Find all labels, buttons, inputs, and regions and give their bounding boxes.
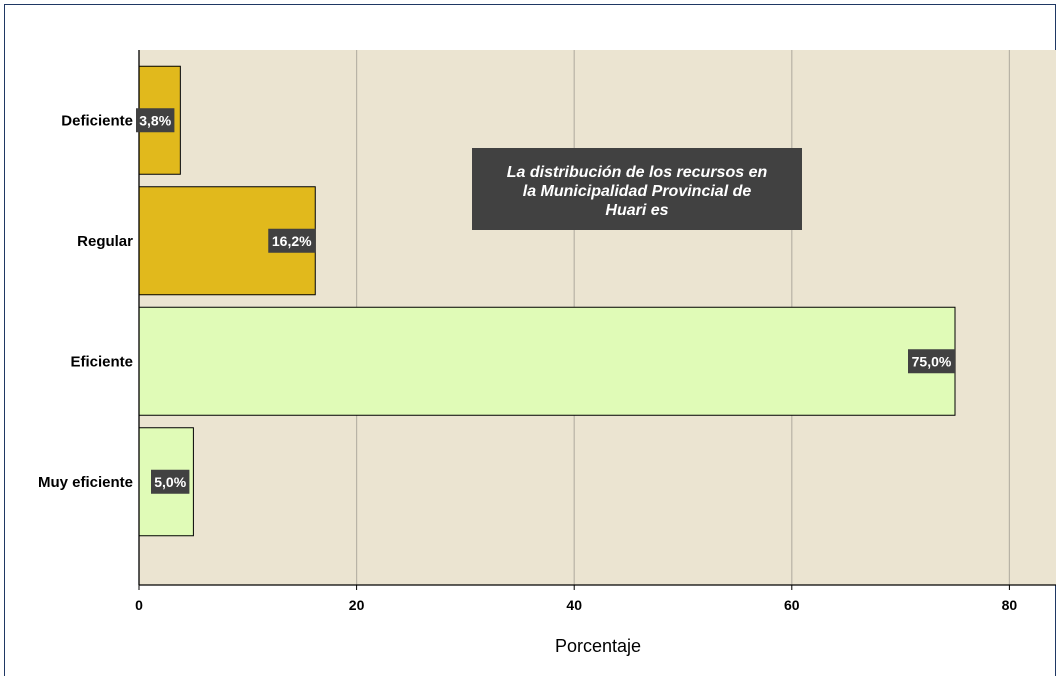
- category-label: Deficiente: [61, 112, 133, 129]
- chart-annotation: La distribución de los recursos en la Mu…: [472, 148, 802, 230]
- x-tick-label: 60: [784, 597, 800, 613]
- annotation-line-3: Huari es: [605, 202, 668, 219]
- category-label: Muy eficiente: [38, 474, 133, 491]
- axes: [138, 50, 1056, 586]
- value-label: 16,2%: [272, 233, 312, 249]
- value-label-box: [136, 108, 175, 133]
- annotation-box: [472, 148, 802, 230]
- bars: [138, 65, 956, 537]
- value-label-box: [908, 349, 955, 374]
- value-label-box: [268, 228, 316, 253]
- x-tick-label: 0: [135, 597, 143, 613]
- x-tick-label: 20: [349, 597, 365, 613]
- category-labels: Deficiente Regular Eficiente Muy eficiente: [38, 112, 133, 491]
- annotation-line-2: la Municipalidad Provincial de: [523, 183, 752, 200]
- bar-eficiente: [138, 306, 956, 416]
- x-tick-label: 40: [566, 597, 582, 613]
- value-label: 5,0%: [154, 474, 186, 490]
- value-labels: 3,8% 16,2% 75,0% 5,0%: [136, 108, 955, 494]
- x-axis-title: Porcentaje: [555, 636, 641, 656]
- x-tick-label: 80: [1002, 597, 1018, 613]
- x-ticks: 0 20 40 60 80: [135, 585, 1017, 613]
- value-label: 75,0%: [912, 353, 952, 369]
- category-label: Eficiente: [70, 353, 133, 370]
- annotation-line-1: La distribución de los recursos en: [507, 164, 768, 181]
- value-label-box: [151, 469, 190, 494]
- value-label: 3,8%: [139, 112, 171, 128]
- category-label: Regular: [77, 233, 133, 250]
